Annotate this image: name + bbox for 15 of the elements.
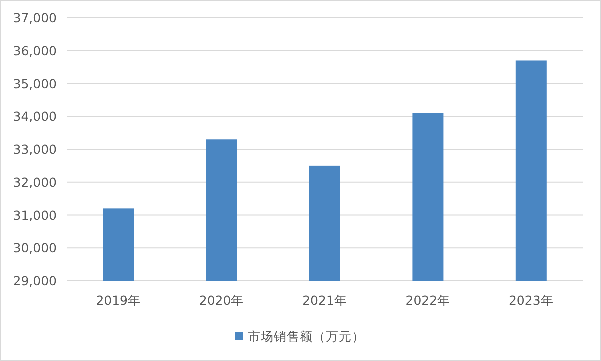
x-tick-label: 2020年 [199, 293, 244, 308]
x-tick-label: 2023年 [508, 293, 554, 308]
y-tick-label: 29,000 [13, 274, 58, 288]
y-tick-label: 37,000 [13, 10, 58, 26]
x-tick-label: 2019年 [96, 293, 142, 308]
y-tick-label: 36,000 [13, 43, 58, 58]
legend: 市场销售额（万元） [235, 329, 365, 344]
y-tick-label: 31,000 [13, 208, 58, 223]
y-tick-label: 32,000 [13, 174, 58, 190]
y-tick-label: 35,000 [13, 76, 58, 92]
y-tick-label: 30,000 [13, 240, 58, 256]
x-tick-label: 2021年 [302, 293, 348, 308]
y-tick-label: 33,000 [13, 142, 58, 157]
x-tick-label: 2022年 [406, 293, 451, 308]
y-tick-label: 34,000 [13, 109, 58, 124]
